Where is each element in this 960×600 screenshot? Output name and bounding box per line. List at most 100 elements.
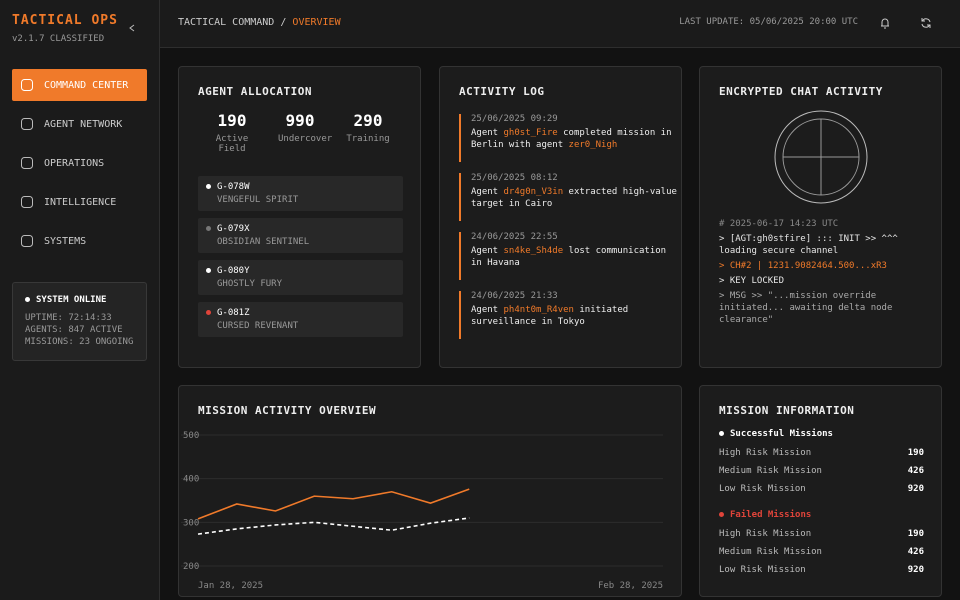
last-update: LAST UPDATE: 05/06/2025 20:00 UTC (679, 17, 858, 27)
mission-row: High Risk Mission 190 (719, 529, 924, 547)
icon-shape (21, 79, 33, 91)
mission-row: Medium Risk Mission 426 (719, 466, 924, 484)
mission-value: 426 (907, 547, 924, 557)
agent-card[interactable]: G-079X OBSIDIAN SENTINEL (198, 218, 403, 253)
brand: TACTICAL OPS (12, 13, 118, 28)
agent-name: OBSIDIAN SENTINEL (217, 237, 310, 247)
nav-icon (21, 157, 33, 169)
log-segment: Agent (471, 246, 504, 256)
stats: 190 Active Field 990 Undercover 290 Training (198, 111, 402, 154)
agent-code: G-079X (217, 224, 250, 234)
agent-name: ph4nt0m_R4ven (503, 305, 574, 315)
nav-label: AGENT NETWORK (44, 118, 123, 130)
nav-label: COMMAND CENTER (44, 79, 129, 91)
crumb-separator: / (280, 17, 287, 28)
nav-item[interactable]: AGENT NETWORK (12, 108, 147, 140)
mission-row: Medium Risk Mission 426 (719, 547, 924, 565)
status-line: UPTIME: 72:14:33 (25, 313, 112, 323)
agent-code-row: G-080Y (206, 266, 403, 276)
mission-value: 920 (907, 484, 924, 494)
x-tick-label: Feb 28, 2025 (598, 581, 663, 591)
nav-item[interactable]: COMMAND CENTER (12, 69, 147, 101)
sidebar: TACTICAL OPS v2.1.7 CLASSIFIED COMMAND C… (0, 0, 160, 600)
chat-line: > KEY LOCKED (719, 276, 785, 286)
log-segment: completed mission in Berlin with agent (471, 128, 672, 150)
agent-code: G-078W (217, 182, 250, 192)
stat-label: Undercover (278, 134, 333, 144)
group-name: Failed Missions (730, 510, 812, 520)
group-name: Successful Missions (730, 429, 833, 439)
nav-icon (21, 196, 33, 208)
y-tick-label: 400 (183, 475, 199, 485)
log-segment: initiated surveillance in Tokyo (471, 305, 629, 327)
status-dot (206, 184, 211, 189)
nav-item[interactable]: SYSTEMS (12, 225, 147, 257)
log-time: 25/06/2025 09:29 (471, 114, 558, 124)
crumb-current: OVERVIEW (292, 17, 341, 28)
log-text: Agent gh0st_Fire completed mission in Be… (471, 127, 679, 151)
chat-panel: ENCRYPTED CHAT ACTIVITY # 2025-06-17 14:… (699, 66, 942, 368)
nav-icon (21, 79, 33, 91)
status-dot (206, 310, 211, 315)
panel-title: MISSION INFORMATION (719, 404, 855, 417)
panel-title: ENCRYPTED CHAT ACTIVITY (719, 85, 883, 98)
version: v2.1.7 CLASSIFIED (12, 34, 105, 44)
activity-log-panel: ACTIVITY LOG 25/06/2025 09:29 Agent gh0st… (439, 66, 682, 368)
chat-lines: # 2025-06-17 14:23 UTC > [AGT:gh0stfire] … (719, 218, 924, 329)
nav-item[interactable]: INTELLIGENCE (12, 186, 147, 218)
panel-title: AGENT ALLOCATION (198, 85, 312, 98)
agent-code-row: G-079X (206, 224, 403, 234)
group-title: Successful Missions (719, 429, 924, 439)
line-series (197, 488, 470, 520)
agent-code: G-080Y (217, 266, 250, 276)
log-entry: 25/06/2025 09:29 Agent gh0st_Fire complet… (459, 114, 679, 162)
log-segment: Agent (471, 305, 504, 315)
refresh-icon[interactable] (920, 17, 932, 29)
mission-label: Medium Risk Mission (719, 547, 822, 557)
crumb[interactable]: TACTICAL COMMAND (178, 17, 275, 28)
status-title: SYSTEM ONLINE (25, 295, 146, 305)
agent-code: G-081Z (217, 308, 250, 318)
agent-card[interactable]: G-080Y GHOSTLY FURY (198, 260, 403, 295)
icon-shape (21, 235, 33, 247)
log-text: Agent ph4nt0m_R4ven initiated surveillan… (471, 304, 679, 328)
y-tick-label: 500 (183, 431, 199, 441)
log-entry: 24/06/2025 22:55 Agent sn4ke_Sh4de lost c… (459, 232, 679, 280)
log-entry: 24/06/2025 21:33 Agent ph4nt0m_R4ven init… (459, 291, 679, 339)
icon-shape (21, 157, 33, 169)
status-dot (25, 297, 30, 302)
nav-item[interactable]: OPERATIONS (12, 147, 147, 179)
group-dot (719, 431, 724, 436)
stat-value: 990 (285, 111, 315, 130)
agent-name: dr4g0n_V3in (503, 187, 564, 197)
line-series (197, 517, 470, 535)
group-dot (719, 512, 724, 517)
agent-name: gh0st_Fire (503, 128, 558, 138)
mission-label: Medium Risk Mission (719, 466, 822, 476)
mission-label: Low Risk Mission (719, 565, 806, 575)
chat-line: # 2025-06-17 14:23 UTC (719, 219, 839, 229)
mission-value: 920 (907, 565, 924, 575)
mission-value: 426 (907, 466, 924, 476)
mission-label: High Risk Mission (719, 448, 812, 458)
nav-label: OPERATIONS (44, 157, 105, 169)
collapse-button[interactable] (128, 24, 136, 32)
log-text: Agent dr4g0n_V3in extracted high-value t… (471, 186, 679, 210)
log-segment: Agent (471, 187, 504, 197)
status-dot (206, 226, 211, 231)
agent-card[interactable]: G-078W VENGEFUL SPIRIT (198, 176, 403, 211)
log-entry: 25/06/2025 08:12 Agent dr4g0n_V3in extrac… (459, 173, 679, 221)
y-tick-label: 200 (183, 562, 199, 572)
agent-name: sn4ke_Sh4de (503, 246, 564, 256)
bell-icon[interactable] (879, 17, 891, 29)
agent-name: GHOSTLY FURY (217, 279, 283, 289)
icon-shape (21, 196, 33, 208)
panel-title: MISSION ACTIVITY OVERVIEW (198, 404, 377, 417)
agent-code-row: G-078W (206, 182, 403, 192)
status-box: SYSTEM ONLINE UPTIME: 72:14:33 AGENTS: 84… (12, 282, 147, 361)
mission-row: Low Risk Mission 920 (719, 565, 924, 583)
chat-line: > MSG >> "...mission override initiated.… (719, 291, 893, 325)
chart: 200 300 400 500 Jan 28, 2025 Feb 28, 2025 (181, 431, 663, 591)
agent-card[interactable]: G-081Z CURSED REVENANT (198, 302, 403, 337)
